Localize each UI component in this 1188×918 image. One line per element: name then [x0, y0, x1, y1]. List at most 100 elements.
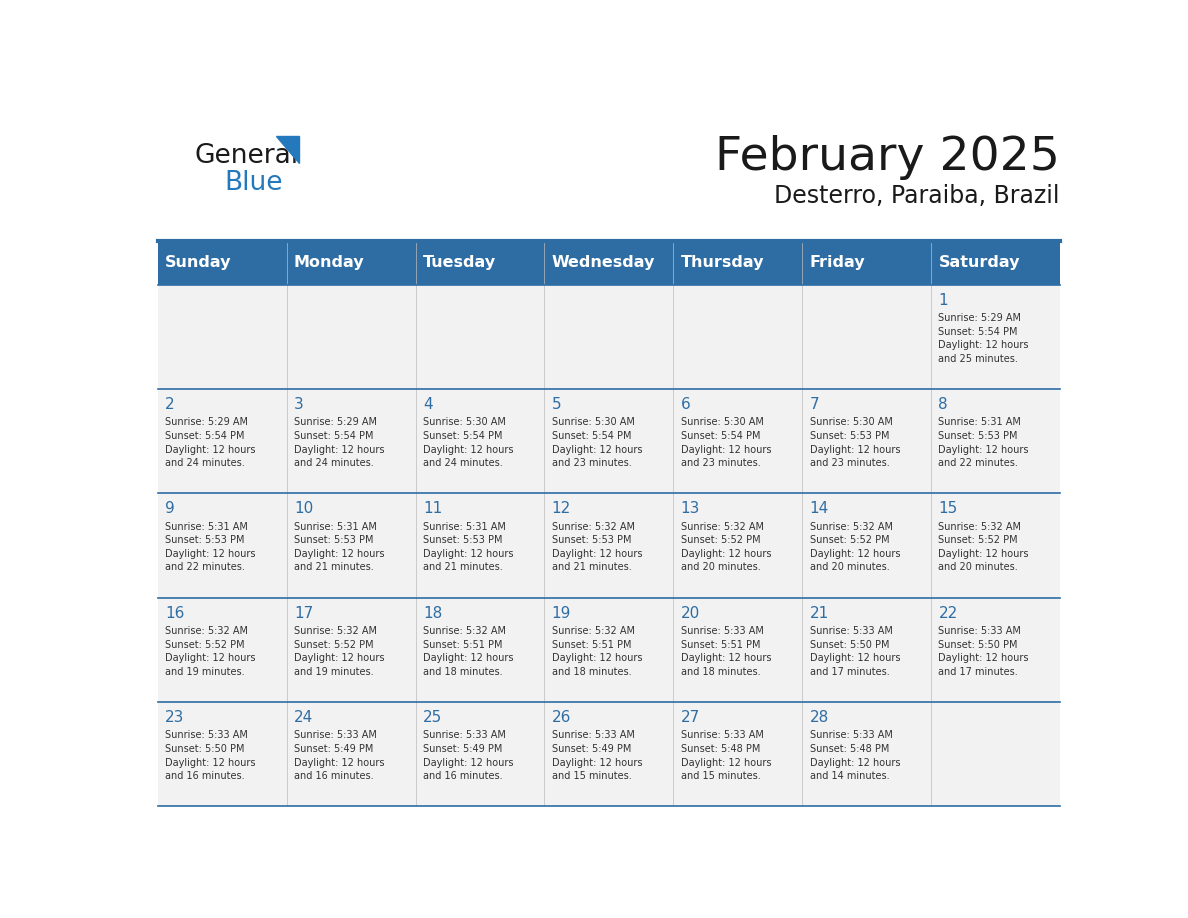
Text: 24: 24: [293, 710, 314, 725]
Bar: [158, 285, 286, 389]
Text: Thursday: Thursday: [681, 255, 764, 270]
Bar: [158, 702, 286, 806]
Text: 1: 1: [939, 293, 948, 308]
Bar: [674, 389, 802, 493]
Text: 2: 2: [165, 397, 175, 412]
Text: 9: 9: [165, 501, 175, 516]
Text: General: General: [195, 143, 298, 169]
Bar: [286, 389, 416, 493]
Text: 13: 13: [681, 501, 700, 516]
Text: 6: 6: [681, 397, 690, 412]
Bar: [286, 598, 416, 702]
Text: 3: 3: [293, 397, 304, 412]
Text: Sunrise: 5:31 AM
Sunset: 5:53 PM
Daylight: 12 hours
and 21 minutes.: Sunrise: 5:31 AM Sunset: 5:53 PM Dayligh…: [293, 521, 385, 573]
Text: Sunrise: 5:32 AM
Sunset: 5:51 PM
Daylight: 12 hours
and 18 minutes.: Sunrise: 5:32 AM Sunset: 5:51 PM Dayligh…: [423, 626, 513, 677]
Text: 18: 18: [423, 606, 442, 621]
Bar: [544, 285, 674, 389]
Bar: [544, 598, 674, 702]
Text: Sunrise: 5:33 AM
Sunset: 5:51 PM
Daylight: 12 hours
and 18 minutes.: Sunrise: 5:33 AM Sunset: 5:51 PM Dayligh…: [681, 626, 771, 677]
Text: Sunrise: 5:33 AM
Sunset: 5:50 PM
Daylight: 12 hours
and 17 minutes.: Sunrise: 5:33 AM Sunset: 5:50 PM Dayligh…: [939, 626, 1029, 677]
Text: Sunrise: 5:31 AM
Sunset: 5:53 PM
Daylight: 12 hours
and 21 minutes.: Sunrise: 5:31 AM Sunset: 5:53 PM Dayligh…: [423, 521, 513, 573]
Bar: [286, 702, 416, 806]
Text: 25: 25: [423, 710, 442, 725]
Text: 19: 19: [551, 606, 571, 621]
Text: Sunrise: 5:32 AM
Sunset: 5:52 PM
Daylight: 12 hours
and 19 minutes.: Sunrise: 5:32 AM Sunset: 5:52 PM Dayligh…: [293, 626, 385, 677]
Text: 15: 15: [939, 501, 958, 516]
Text: 21: 21: [809, 606, 829, 621]
Bar: [544, 389, 674, 493]
Polygon shape: [276, 136, 299, 163]
Text: Monday: Monday: [293, 255, 365, 270]
Text: 28: 28: [809, 710, 829, 725]
Text: 17: 17: [293, 606, 314, 621]
Bar: [286, 285, 416, 389]
Text: 14: 14: [809, 501, 829, 516]
Bar: [158, 389, 286, 493]
Bar: [544, 702, 674, 806]
Bar: [416, 285, 544, 389]
Bar: [158, 598, 286, 702]
Text: 16: 16: [165, 606, 184, 621]
Text: 7: 7: [809, 397, 820, 412]
Text: Sunrise: 5:30 AM
Sunset: 5:54 PM
Daylight: 12 hours
and 23 minutes.: Sunrise: 5:30 AM Sunset: 5:54 PM Dayligh…: [681, 418, 771, 468]
Bar: [674, 702, 802, 806]
Text: 4: 4: [423, 397, 432, 412]
Text: 12: 12: [551, 501, 571, 516]
Bar: [416, 702, 544, 806]
Text: Sunrise: 5:33 AM
Sunset: 5:49 PM
Daylight: 12 hours
and 16 minutes.: Sunrise: 5:33 AM Sunset: 5:49 PM Dayligh…: [423, 731, 513, 781]
Text: Friday: Friday: [809, 255, 865, 270]
Bar: [674, 285, 802, 389]
Bar: [674, 598, 802, 702]
Text: 26: 26: [551, 710, 571, 725]
Bar: [416, 598, 544, 702]
Text: Sunrise: 5:29 AM
Sunset: 5:54 PM
Daylight: 12 hours
and 24 minutes.: Sunrise: 5:29 AM Sunset: 5:54 PM Dayligh…: [165, 418, 255, 468]
Text: 8: 8: [939, 397, 948, 412]
Text: Sunrise: 5:32 AM
Sunset: 5:51 PM
Daylight: 12 hours
and 18 minutes.: Sunrise: 5:32 AM Sunset: 5:51 PM Dayligh…: [551, 626, 643, 677]
Text: Sunrise: 5:31 AM
Sunset: 5:53 PM
Daylight: 12 hours
and 22 minutes.: Sunrise: 5:31 AM Sunset: 5:53 PM Dayligh…: [939, 418, 1029, 468]
Text: Sunrise: 5:32 AM
Sunset: 5:52 PM
Daylight: 12 hours
and 20 minutes.: Sunrise: 5:32 AM Sunset: 5:52 PM Dayligh…: [939, 521, 1029, 573]
Bar: [931, 493, 1060, 598]
Bar: [544, 493, 674, 598]
Text: Sunday: Sunday: [165, 255, 232, 270]
Text: Sunrise: 5:33 AM
Sunset: 5:50 PM
Daylight: 12 hours
and 17 minutes.: Sunrise: 5:33 AM Sunset: 5:50 PM Dayligh…: [809, 626, 901, 677]
Bar: [158, 241, 1060, 285]
Text: Sunrise: 5:29 AM
Sunset: 5:54 PM
Daylight: 12 hours
and 24 minutes.: Sunrise: 5:29 AM Sunset: 5:54 PM Dayligh…: [293, 418, 385, 468]
Bar: [931, 389, 1060, 493]
Bar: [416, 389, 544, 493]
Bar: [802, 493, 931, 598]
Text: Sunrise: 5:32 AM
Sunset: 5:52 PM
Daylight: 12 hours
and 20 minutes.: Sunrise: 5:32 AM Sunset: 5:52 PM Dayligh…: [681, 521, 771, 573]
Bar: [802, 702, 931, 806]
Text: Desterro, Paraiba, Brazil: Desterro, Paraiba, Brazil: [775, 185, 1060, 208]
Text: Sunrise: 5:32 AM
Sunset: 5:52 PM
Daylight: 12 hours
and 20 minutes.: Sunrise: 5:32 AM Sunset: 5:52 PM Dayligh…: [809, 521, 901, 573]
Text: 22: 22: [939, 606, 958, 621]
Text: Sunrise: 5:32 AM
Sunset: 5:52 PM
Daylight: 12 hours
and 19 minutes.: Sunrise: 5:32 AM Sunset: 5:52 PM Dayligh…: [165, 626, 255, 677]
Bar: [802, 598, 931, 702]
Text: Sunrise: 5:30 AM
Sunset: 5:54 PM
Daylight: 12 hours
and 23 minutes.: Sunrise: 5:30 AM Sunset: 5:54 PM Dayligh…: [551, 418, 643, 468]
Bar: [931, 285, 1060, 389]
Bar: [931, 702, 1060, 806]
Text: Wednesday: Wednesday: [551, 255, 655, 270]
Text: Sunrise: 5:31 AM
Sunset: 5:53 PM
Daylight: 12 hours
and 22 minutes.: Sunrise: 5:31 AM Sunset: 5:53 PM Dayligh…: [165, 521, 255, 573]
Text: Sunrise: 5:29 AM
Sunset: 5:54 PM
Daylight: 12 hours
and 25 minutes.: Sunrise: 5:29 AM Sunset: 5:54 PM Dayligh…: [939, 313, 1029, 364]
Bar: [802, 285, 931, 389]
Bar: [286, 493, 416, 598]
Text: 23: 23: [165, 710, 184, 725]
Text: 5: 5: [551, 397, 562, 412]
Text: Sunrise: 5:30 AM
Sunset: 5:53 PM
Daylight: 12 hours
and 23 minutes.: Sunrise: 5:30 AM Sunset: 5:53 PM Dayligh…: [809, 418, 901, 468]
Bar: [931, 598, 1060, 702]
Bar: [674, 493, 802, 598]
Text: 27: 27: [681, 710, 700, 725]
Text: February 2025: February 2025: [715, 135, 1060, 180]
Text: Saturday: Saturday: [939, 255, 1020, 270]
Text: Sunrise: 5:32 AM
Sunset: 5:53 PM
Daylight: 12 hours
and 21 minutes.: Sunrise: 5:32 AM Sunset: 5:53 PM Dayligh…: [551, 521, 643, 573]
Text: 10: 10: [293, 501, 314, 516]
Bar: [802, 389, 931, 493]
Text: Blue: Blue: [225, 170, 283, 196]
Bar: [158, 493, 286, 598]
Text: Sunrise: 5:30 AM
Sunset: 5:54 PM
Daylight: 12 hours
and 24 minutes.: Sunrise: 5:30 AM Sunset: 5:54 PM Dayligh…: [423, 418, 513, 468]
Text: 11: 11: [423, 501, 442, 516]
Text: Sunrise: 5:33 AM
Sunset: 5:49 PM
Daylight: 12 hours
and 15 minutes.: Sunrise: 5:33 AM Sunset: 5:49 PM Dayligh…: [551, 731, 643, 781]
Text: Sunrise: 5:33 AM
Sunset: 5:48 PM
Daylight: 12 hours
and 15 minutes.: Sunrise: 5:33 AM Sunset: 5:48 PM Dayligh…: [681, 731, 771, 781]
Text: Sunrise: 5:33 AM
Sunset: 5:50 PM
Daylight: 12 hours
and 16 minutes.: Sunrise: 5:33 AM Sunset: 5:50 PM Dayligh…: [165, 731, 255, 781]
Text: Sunrise: 5:33 AM
Sunset: 5:48 PM
Daylight: 12 hours
and 14 minutes.: Sunrise: 5:33 AM Sunset: 5:48 PM Dayligh…: [809, 731, 901, 781]
